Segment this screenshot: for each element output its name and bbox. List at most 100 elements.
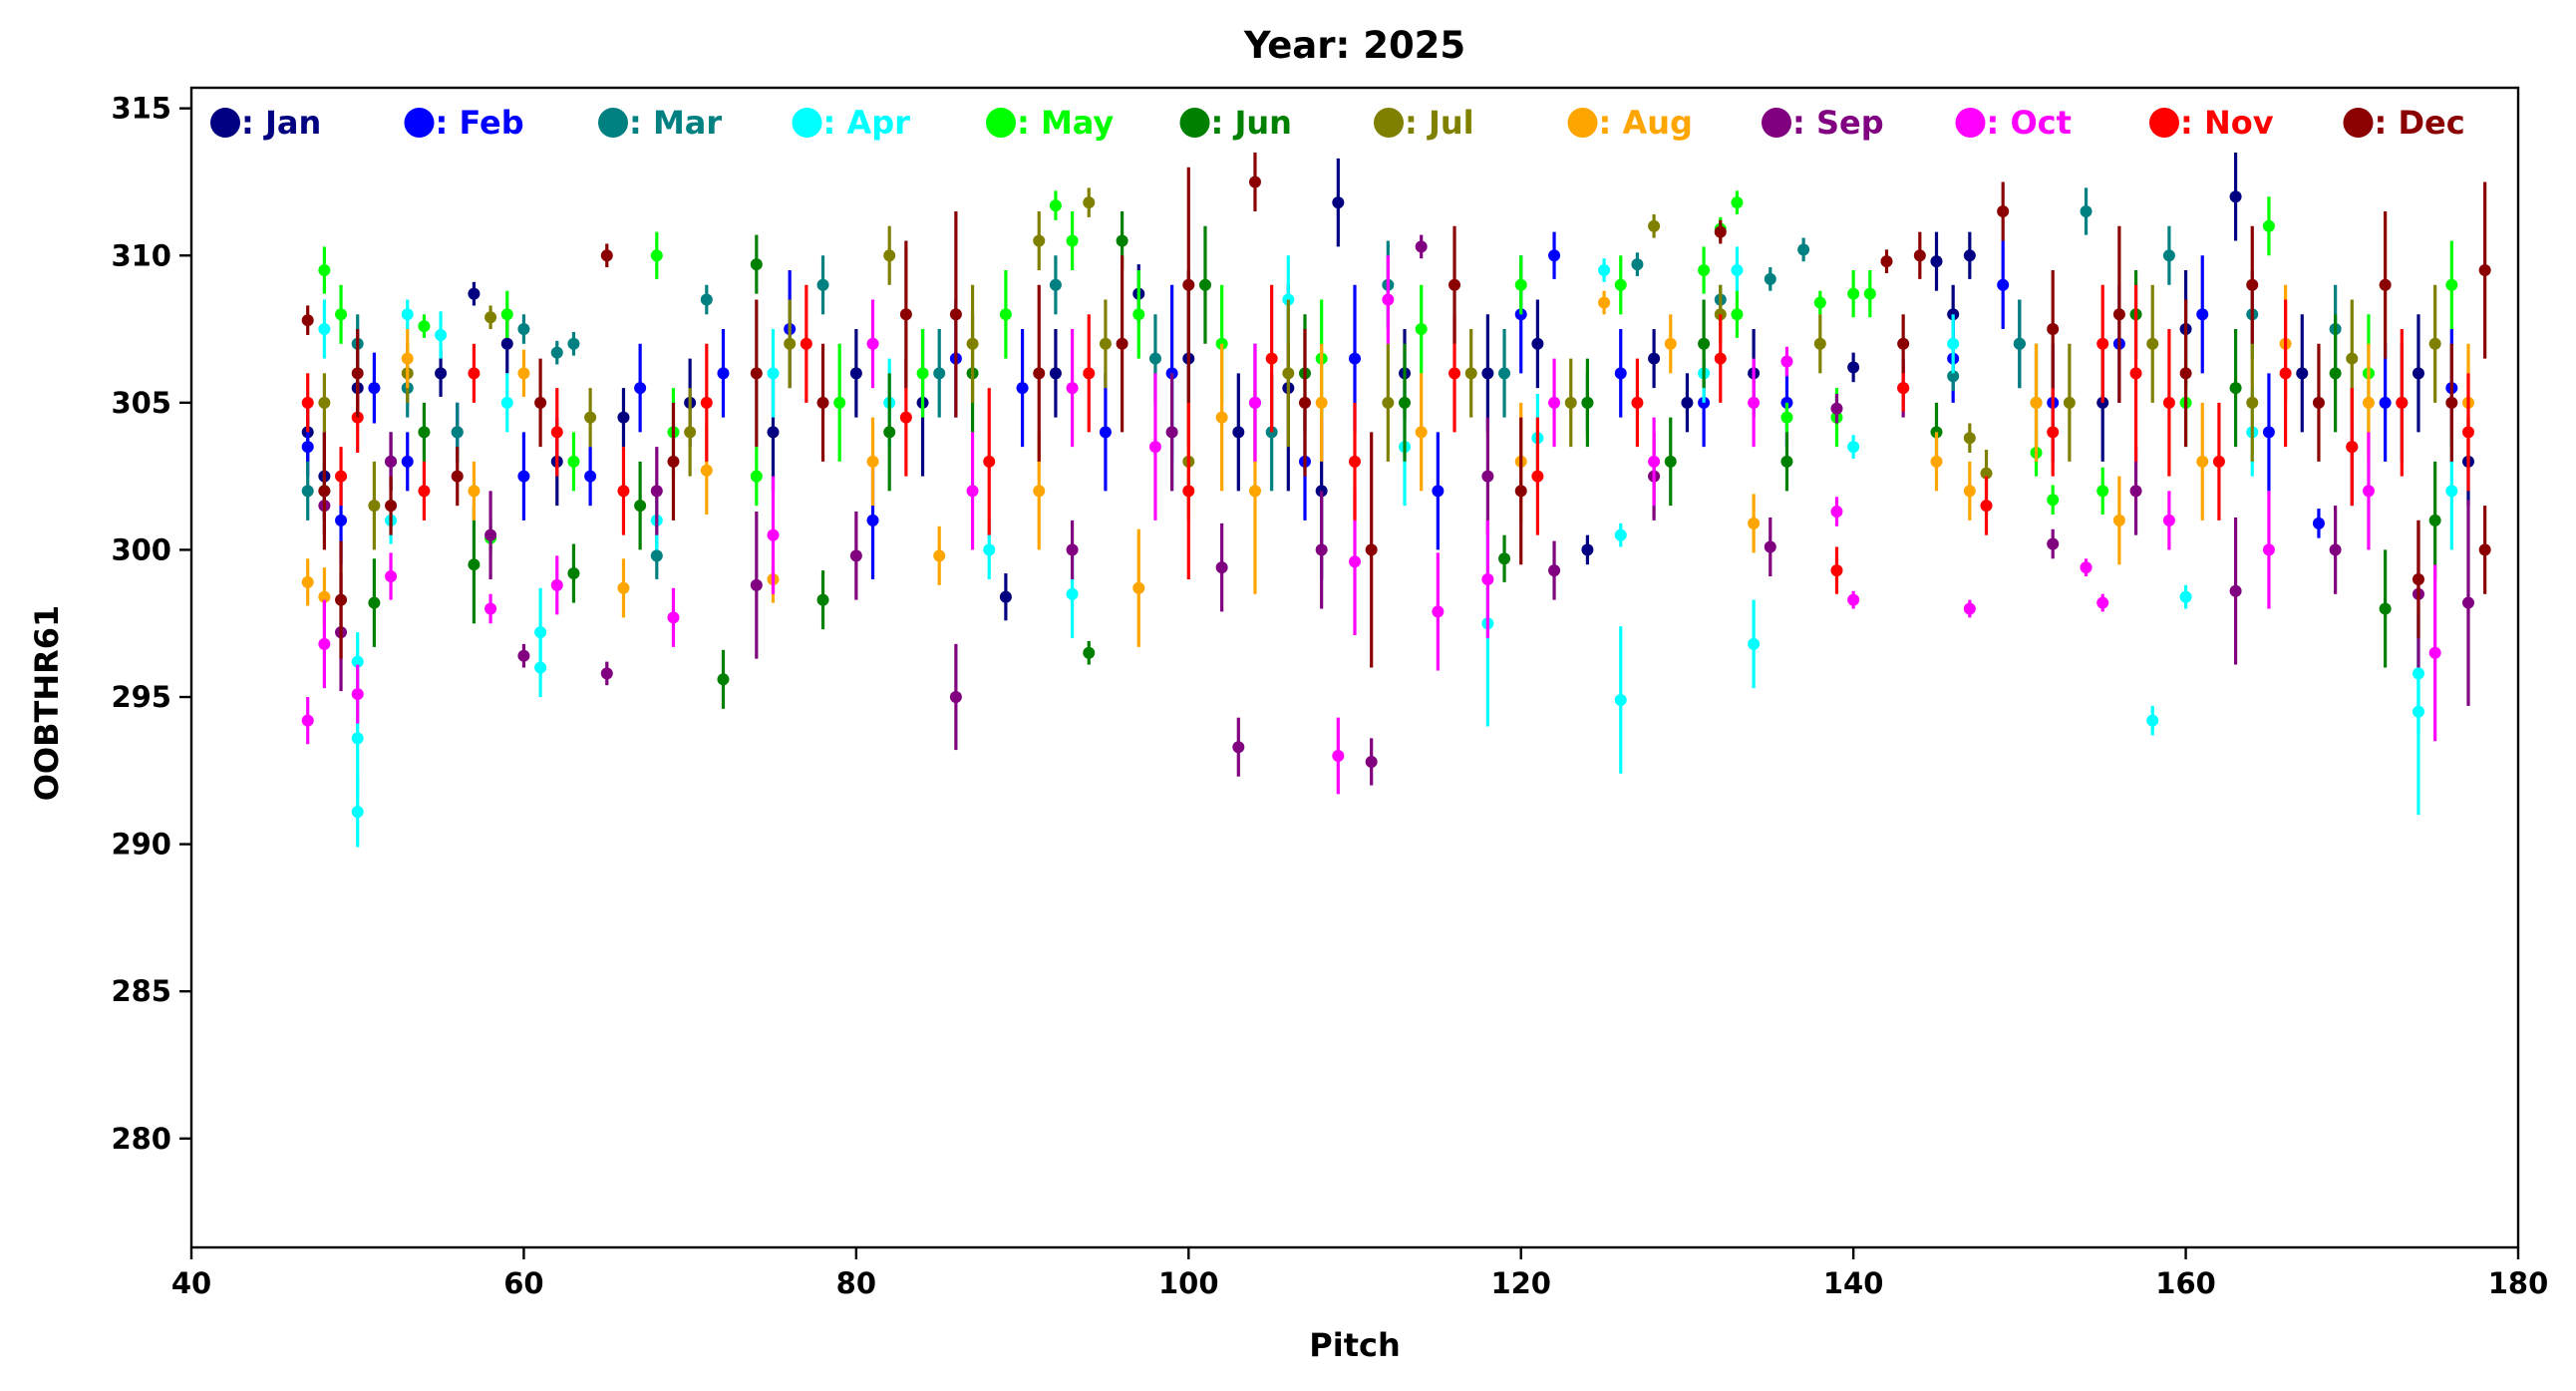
- data-point: [1432, 485, 1445, 498]
- legend-marker: [1955, 108, 1986, 138]
- data-point: [2379, 602, 2392, 615]
- data-point: [899, 411, 912, 424]
- data-point: [1664, 337, 1677, 350]
- data-point: [1399, 396, 1412, 409]
- data-point: [2445, 278, 2458, 291]
- data-point: [1481, 367, 1494, 380]
- data-point: [1548, 396, 1561, 409]
- data-point: [1198, 278, 1211, 291]
- data-point: [435, 328, 448, 341]
- data-point: [767, 426, 780, 439]
- data-point: [1830, 564, 1843, 577]
- data-point: [2279, 367, 2292, 380]
- x-tick-label: 160: [2155, 1266, 2216, 1300]
- data-point: [534, 661, 547, 674]
- data-point: [1099, 337, 1112, 350]
- data-point: [318, 485, 331, 498]
- data-point: [1282, 367, 1295, 380]
- data-point: [1947, 370, 1960, 383]
- data-point: [1614, 278, 1627, 291]
- data-point: [1248, 485, 1261, 498]
- data-point: [2112, 308, 2125, 321]
- legend-item: : Jun: [1179, 104, 1292, 142]
- data-point: [1731, 308, 1744, 321]
- y-tick-label: 295: [111, 680, 171, 714]
- data-point: [2428, 646, 2441, 659]
- data-point: [1731, 264, 1744, 277]
- data-point: [816, 396, 829, 409]
- data-point: [318, 396, 331, 409]
- data-point: [617, 581, 630, 594]
- data-point: [1847, 361, 1860, 374]
- x-tick-label: 60: [503, 1266, 543, 1300]
- series-dec: [301, 152, 2491, 668]
- data-point: [2229, 382, 2242, 395]
- data-point: [2379, 278, 2392, 291]
- data-point: [351, 732, 364, 745]
- data-point: [385, 569, 398, 582]
- data-point: [1963, 602, 1976, 615]
- data-point: [468, 558, 481, 571]
- series-sep: [318, 234, 2474, 786]
- data-point: [933, 367, 946, 380]
- data-point: [1099, 426, 1112, 439]
- data-point: [2461, 426, 2474, 439]
- data-point: [2478, 543, 2491, 556]
- data-point: [368, 382, 381, 395]
- legend-item: : May: [986, 104, 1114, 142]
- data-point: [1731, 196, 1744, 209]
- data-point: [1997, 204, 2010, 217]
- data-point: [667, 611, 680, 624]
- x-axis-title: Pitch: [1309, 1326, 1400, 1364]
- data-point: [1614, 367, 1627, 380]
- data-point: [1531, 337, 1544, 350]
- data-point: [866, 455, 879, 468]
- data-point: [1365, 755, 1378, 768]
- data-point: [484, 311, 497, 324]
- data-point: [1315, 543, 1328, 556]
- data-point: [2196, 455, 2209, 468]
- data-point: [301, 396, 314, 409]
- data-point: [650, 549, 663, 562]
- data-point: [2196, 308, 2209, 321]
- data-point: [816, 593, 829, 606]
- legend-marker: [986, 108, 1016, 138]
- data-point: [1930, 255, 1943, 268]
- data-point: [999, 590, 1012, 603]
- data-point: [1631, 258, 1644, 271]
- data-point: [500, 337, 513, 350]
- legend-label: : Oct: [1987, 104, 2072, 142]
- series-may: [318, 190, 2458, 556]
- data-point: [650, 485, 663, 498]
- data-point: [1880, 255, 1893, 268]
- data-point: [2080, 204, 2093, 217]
- data-point: [767, 367, 780, 380]
- data-point: [2346, 352, 2359, 365]
- series-jul: [318, 187, 2441, 550]
- data-point: [2412, 667, 2424, 680]
- data-point: [1498, 367, 1511, 380]
- data-point: [2329, 543, 2342, 556]
- data-point: [1116, 234, 1128, 247]
- x-tick-label: 100: [1158, 1266, 1219, 1300]
- data-marks: [301, 152, 2491, 848]
- data-point: [550, 578, 563, 591]
- data-point: [1298, 396, 1311, 409]
- data-point: [534, 396, 547, 409]
- data-point: [385, 455, 398, 468]
- x-tick-label: 120: [1490, 1266, 1551, 1300]
- series-oct: [301, 255, 2441, 795]
- legend-label: : May: [1017, 104, 1114, 142]
- x-tick-label: 80: [836, 1266, 876, 1300]
- data-point: [1830, 506, 1843, 519]
- data-point: [750, 470, 763, 483]
- data-point: [2262, 426, 2275, 439]
- data-point: [1415, 426, 1428, 439]
- data-point: [1083, 367, 1096, 380]
- data-point: [667, 455, 680, 468]
- data-point: [1980, 467, 1993, 480]
- data-point: [1648, 352, 1661, 365]
- data-point: [2047, 494, 2060, 507]
- y-axis-title: OOBTHR61: [28, 605, 66, 802]
